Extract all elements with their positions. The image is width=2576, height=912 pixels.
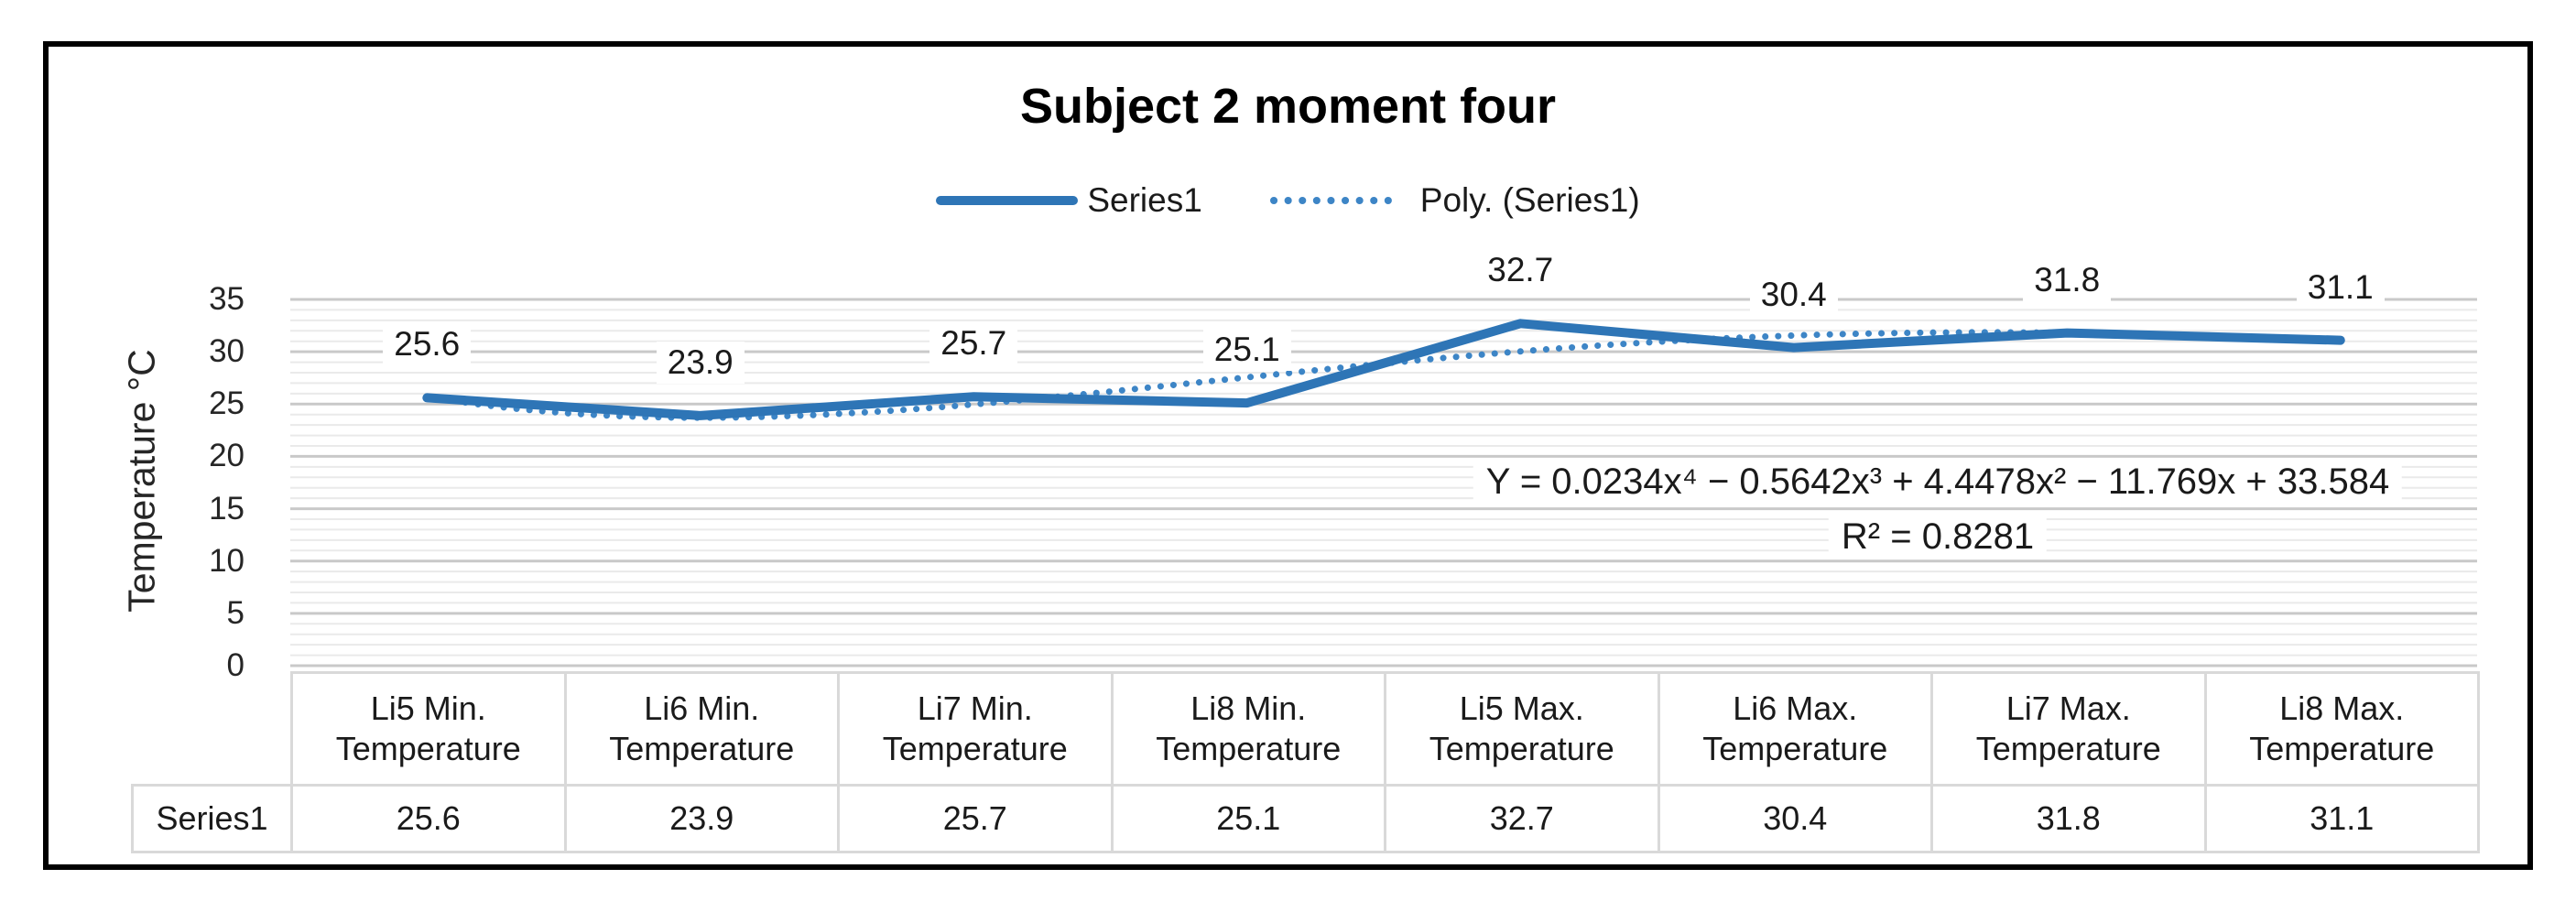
series-row-label: Series1 [131,784,293,853]
table-value-cell: 25.7 [837,784,1114,853]
table-header-cell: Li5 Min. Temperature [290,671,567,787]
poly-dotted-swatch [1269,197,1406,204]
data-label: 25.6 [383,323,472,366]
equation-line1: Y = 0.0234x⁴ − 0.5642x³ + 4.4478x² − 11.… [1473,454,2403,509]
table-value-cell: 25.1 [1110,784,1386,853]
table-value-row: Series1 25.6 23.9 25.7 25.1 32.7 30.4 31… [131,784,2480,853]
chart-title: Subject 2 moment four [1019,79,1557,134]
table-value-cell: 31.1 [2203,784,2480,853]
table-header-cell: Li6 Min. Temperature [563,671,840,787]
y-tick: 15 [209,490,245,527]
table-value-cell: 32.7 [1384,784,1660,853]
table-header-row: Li5 Min. Temperature Li6 Min. Temperatur… [133,671,2480,787]
data-label: 25.1 [1202,329,1291,372]
table-header-cell: Li6 Max. Temperature [1657,671,1933,787]
table-header-cell: Li8 Max. Temperature [2203,671,2480,787]
y-tick: 0 [226,647,245,683]
data-table: Li5 Min. Temperature Li6 Min. Temperatur… [131,671,2480,853]
y-tick: 20 [209,438,245,474]
y-tick: 30 [209,333,245,370]
data-label: 32.7 [1476,249,1565,292]
table-header-cell: Li7 Min. Temperature [837,671,1114,787]
legend-item-series1: Series1 [936,181,1202,220]
chart-frame: Subject 2 moment four Series1 Poly. (Ser… [43,41,2533,870]
legend-item-poly: Poly. (Series1) [1268,181,1640,220]
series1-line [422,319,2345,420]
equation-line2: R² = 0.8281 [1473,509,2402,564]
table-value-cell: 31.8 [1930,784,2207,853]
data-label: 31.1 [2296,266,2385,309]
table-header-cell: Li5 Max. Temperature [1384,671,1660,787]
series1-line-swatch [936,196,1079,205]
table-stub-cell [133,673,292,786]
legend: Series1 Poly. (Series1) [49,180,2527,221]
y-tick: 25 [209,385,245,422]
data-label: 23.9 [656,341,745,384]
table-value-cell: 30.4 [1657,784,1933,853]
trendline-equation: Y = 0.0234x⁴ − 0.5642x³ + 4.4478x² − 11.… [1473,454,2403,564]
data-label: 30.4 [1749,273,1838,316]
table-value-cell: 23.9 [563,784,840,853]
table-header-cell: Li8 Min. Temperature [1110,671,1386,787]
y-tick: 5 [226,594,245,631]
plot-area [290,298,2477,668]
y-axis-title: Temperature °C [120,349,163,613]
legend-label: Series1 [1087,181,1202,219]
y-tick: 35 [209,281,245,317]
legend-label: Poly. (Series1) [1419,181,1640,219]
data-label: 31.8 [2023,258,2112,301]
table-header-cell: Li7 Max. Temperature [1930,671,2207,787]
table-value-cell: 25.6 [290,784,567,853]
y-tick: 10 [209,542,245,579]
data-label: 25.7 [929,322,1018,365]
